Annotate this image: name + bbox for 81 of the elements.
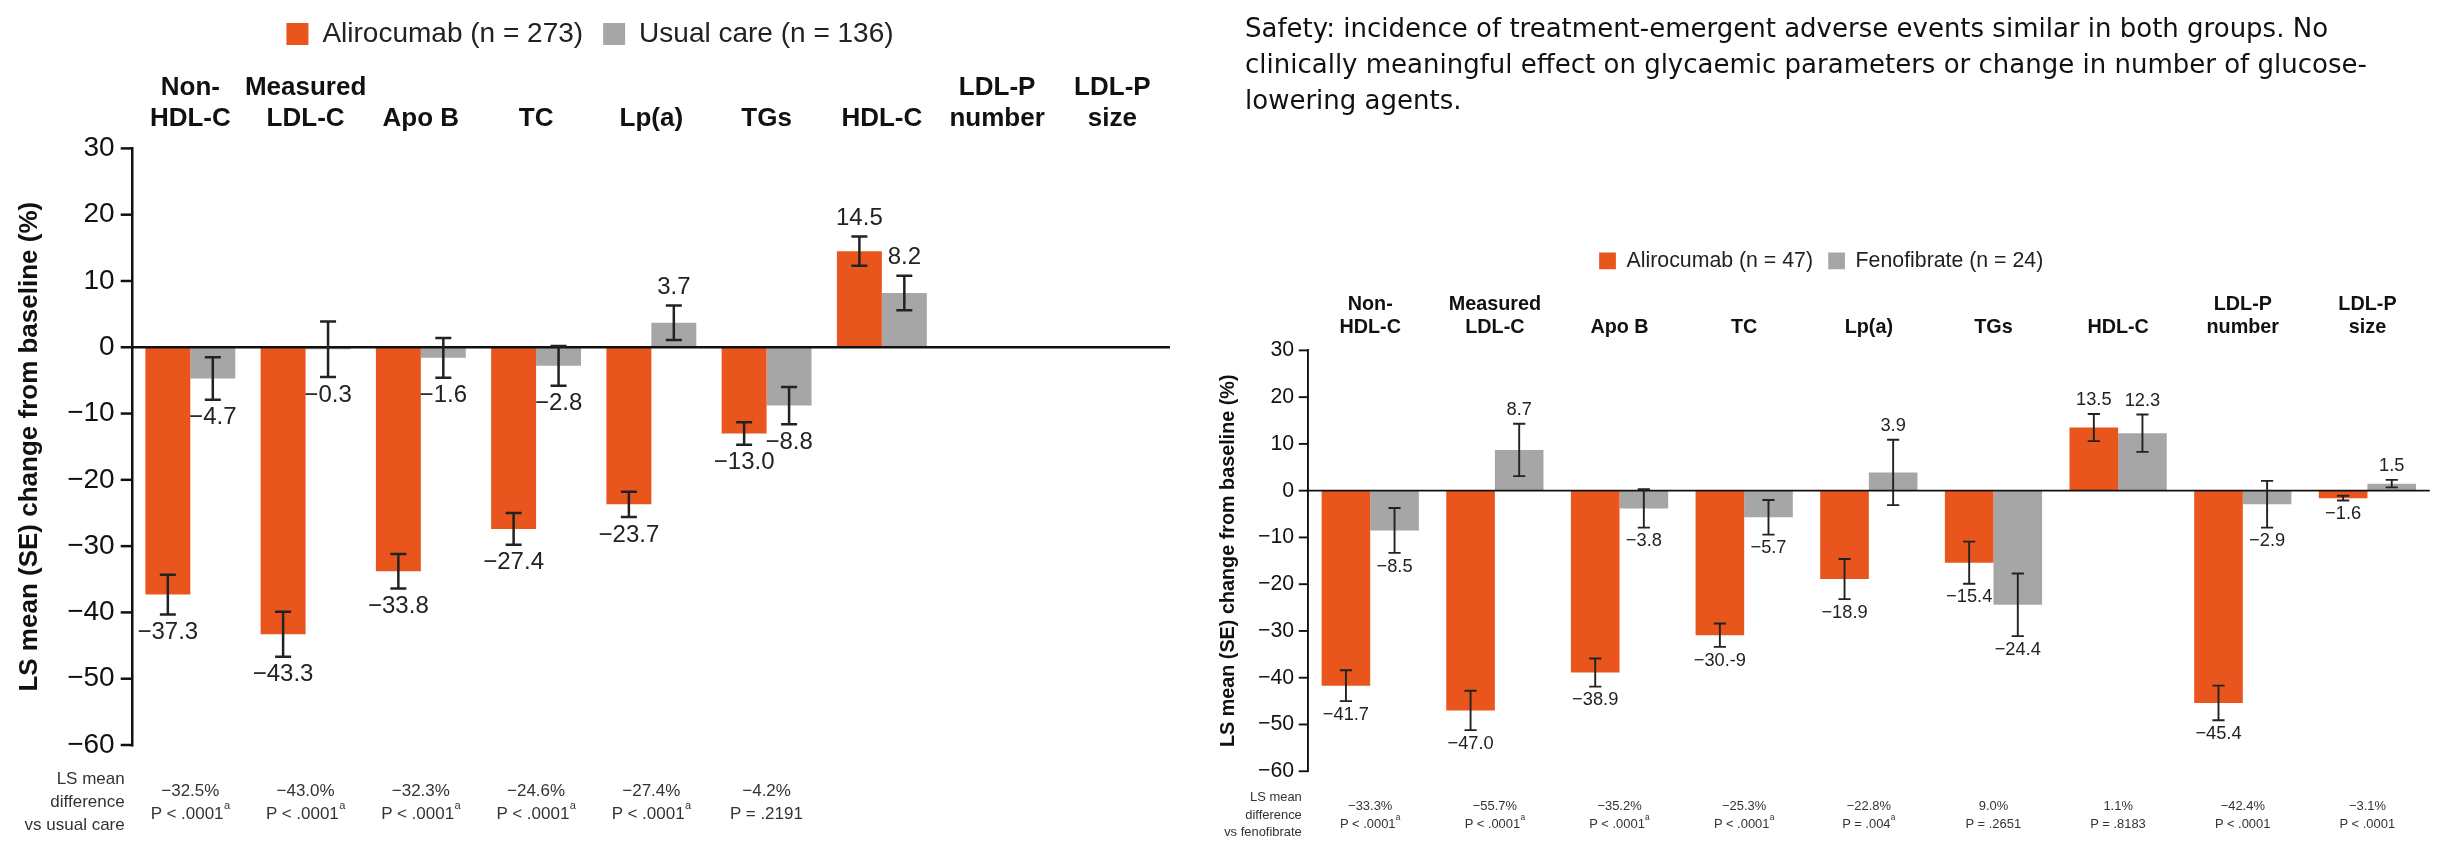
data-label: −8.5	[1376, 554, 1413, 576]
x-tick-label: LDL-P number	[2206, 291, 2280, 338]
legend-label: Alirocumab (n = 273)	[322, 16, 584, 48]
data-label: −33.8	[367, 591, 429, 619]
x-tick-label: HDL-C	[841, 101, 923, 132]
data-label: −15.4	[1946, 585, 1993, 607]
text: LS mean difference vs fenofibrate	[1224, 789, 1302, 840]
y-tick-label: −40	[67, 595, 115, 627]
data-label: −37.3	[137, 617, 199, 645]
text: −42.4% P < .0001	[2214, 798, 2271, 831]
text: LS mean difference vs usual care	[24, 769, 125, 835]
data-label: −5.7	[1750, 536, 1787, 558]
x-tick-label: Lp(a)	[1844, 315, 1894, 338]
legend-label: Usual care (n = 136)	[639, 16, 894, 48]
data-label: −27.4	[483, 547, 544, 575]
x-tick-label: LDL-P size	[1074, 70, 1151, 132]
data-label: −45.4	[2195, 722, 2242, 744]
data-label: −41.7	[1322, 702, 1370, 724]
data-label: −1.6	[2325, 502, 2362, 524]
y-tick-label: −60	[67, 727, 115, 759]
text: 9.0% P = .2651	[1965, 798, 2022, 831]
y-axis-title: LS mean (SE) change from baseline (%)	[12, 201, 43, 692]
x-tick-label: Measured LDL-C	[1448, 291, 1542, 338]
x-tick-label: Measured LDL-C	[244, 70, 367, 132]
data-label: −24.4	[1994, 637, 2041, 659]
data-label: 12.3	[2124, 388, 2161, 410]
y-tick-label: 10	[1270, 430, 1295, 455]
y-tick-label: 0	[1282, 477, 1295, 502]
y-tick-label: −40	[1258, 664, 1295, 689]
data-label: 14.5	[836, 203, 883, 231]
x-tick-label: Lp(a)	[619, 101, 684, 132]
x-tick-label: TC	[518, 101, 554, 132]
text: 1.1% P = .8183	[2090, 798, 2146, 831]
data-label: −2.9	[2249, 529, 2286, 551]
data-label: −3.8	[1625, 529, 1662, 551]
x-tick-label: LDL-P number	[949, 70, 1045, 132]
data-label: −2.8	[534, 388, 583, 416]
data-label: −23.7	[598, 519, 660, 547]
x-tick-label: TGs	[1974, 315, 2013, 338]
y-tick-label: −60	[1258, 758, 1295, 783]
y-axis-title: LS mean (SE) change from baseline (%)	[1215, 374, 1238, 748]
y-tick-label: −30	[67, 528, 115, 560]
y-tick-label: 0	[99, 329, 115, 361]
text: −4.2% P = .2191	[729, 781, 803, 824]
text: −3.1% P < .0001	[2339, 798, 2396, 831]
x-tick-label: Apo B	[1590, 315, 1649, 338]
x-tick-label: TC	[1731, 315, 1758, 338]
y-tick-label: 20	[83, 197, 115, 229]
data-label: 8.2	[887, 242, 922, 270]
data-label: 1.5	[2379, 454, 2405, 476]
x-tick-label: LDL-P size	[2338, 291, 2397, 338]
y-tick-label: 10	[83, 263, 115, 295]
data-label: 3.7	[657, 272, 691, 300]
x-tick-label: Apo B	[382, 101, 460, 132]
data-label: −18.9	[1821, 600, 1868, 622]
y-tick-label: −30	[1258, 617, 1295, 642]
y-tick-label: 30	[1270, 337, 1295, 362]
x-tick-label: Non- HDL-C	[1339, 291, 1401, 338]
legend-label: Alirocumab (n = 47)	[1626, 247, 1813, 272]
y-tick-label: −20	[67, 462, 115, 494]
data-label: −4.7	[189, 402, 237, 430]
data-label: −30.-9	[1693, 648, 1747, 670]
y-tick-label: −10	[67, 396, 115, 428]
y-tick-label: 30	[83, 131, 115, 163]
y-tick-label: −10	[1258, 524, 1295, 549]
y-tick-label: 20	[1270, 384, 1295, 409]
data-label: −38.9	[1572, 688, 1619, 710]
text: Safety: incidence of treatment-emergent adverse events similar in both groups. No clinically meaningful effect on glycaemic parameters or change in number of glucose-lowering agents.	[1244, 12, 2368, 117]
x-tick-label: TGs	[741, 101, 792, 132]
data-label: −13.0	[713, 447, 775, 475]
data-label: 8.7	[1506, 398, 1532, 420]
data-label: −47.0	[1447, 731, 1494, 753]
data-label: 3.9	[1880, 414, 1906, 436]
data-label: 13.5	[2076, 388, 2112, 410]
x-tick-label: HDL-C	[2087, 315, 2149, 338]
y-tick-label: −50	[67, 661, 115, 693]
y-tick-label: −20	[1258, 571, 1295, 596]
data-label: −43.3	[252, 659, 314, 687]
x-tick-label: Non- HDL-C	[149, 70, 231, 132]
legend-label: Fenofibrate (n = 24)	[1855, 247, 2044, 272]
y-tick-label: −50	[1258, 711, 1295, 736]
